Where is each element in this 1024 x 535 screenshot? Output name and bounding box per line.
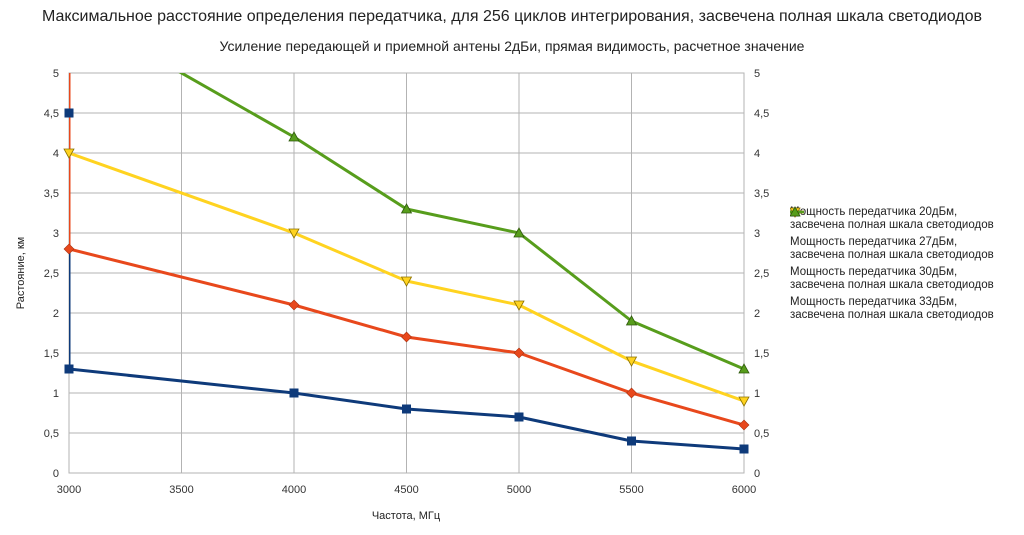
x-tick-label: 3000 <box>57 484 81 496</box>
y-tick-label-left: 2,5 <box>44 268 59 280</box>
legend-swatch-marker <box>790 206 801 217</box>
legend-item-4: Мощность передатчика 33дБм, засвечена по… <box>790 206 994 322</box>
legend-item-1: Мощность передатчика 20дБм, засвечена по… <box>790 206 994 232</box>
chart-legend: Мощность передатчика 20дБм, засвечена по… <box>790 206 994 326</box>
series-3-point <box>400 276 413 287</box>
legend-label-2: Мощность передатчика 27дБм, засвечена по… <box>790 236 994 261</box>
y-tick-label-right: 3 <box>754 228 760 240</box>
y-tick-label-left: 3,5 <box>44 188 59 200</box>
series-2-point <box>63 243 75 255</box>
x-tick-label: 4500 <box>394 484 418 496</box>
series-1-point <box>627 436 636 446</box>
y-tick-label-right: 2,5 <box>754 268 769 280</box>
series-1-point <box>514 412 524 422</box>
y-tick-label-left: 1 <box>53 388 59 400</box>
y-tick-label-left: 3 <box>53 228 59 240</box>
y-tick-label-right: 0 <box>754 468 760 480</box>
series-2-point <box>626 387 637 399</box>
series-2-point <box>288 299 300 311</box>
y-tick-label-right: 3,5 <box>754 188 769 200</box>
y-tick-label-left: 4,5 <box>44 108 59 120</box>
series-3-point <box>738 396 750 407</box>
x-tick-label: 5000 <box>507 484 531 496</box>
series-1-point <box>402 404 411 414</box>
series-1-point <box>739 444 749 454</box>
y-tick-label-right: 4 <box>754 148 760 160</box>
y-tick-label-left: 1,5 <box>44 348 59 360</box>
series-2-point <box>738 419 750 431</box>
series-3-point <box>63 148 75 159</box>
series-3-line <box>69 151 744 403</box>
y-tick-label-right: 0,5 <box>754 428 769 440</box>
y-axis-label: Растояние, км <box>15 237 27 309</box>
y-tick-label-right: 4,5 <box>754 108 769 120</box>
series-2-point <box>401 331 412 343</box>
legend-label-4: Мощность передатчика 33дБм, засвечена по… <box>790 296 994 321</box>
series-4-point <box>625 315 638 326</box>
x-tick-label: 3500 <box>169 484 193 496</box>
y-tick-label-right: 5 <box>754 68 760 80</box>
series-1-point <box>289 388 299 398</box>
legend-label-1: Мощность передатчика 20дБм, засвечена по… <box>790 206 994 231</box>
series-1-point <box>64 108 74 118</box>
series-4-point <box>288 131 300 142</box>
series-3-point <box>288 228 300 239</box>
legend-item-3: Мощность передатчика 30дБм, засвечена по… <box>790 207 994 292</box>
series-4-point <box>400 203 413 214</box>
x-tick-label: 4000 <box>282 484 306 496</box>
series-4-line <box>178 73 744 371</box>
x-tick-label: 6000 <box>732 484 756 496</box>
legend-swatch-4 <box>790 206 804 217</box>
chart-title: Максимальное расстояние определения пере… <box>41 8 983 25</box>
chart-subtitle: Усиление передающей и приемной антены 2д… <box>219 38 805 54</box>
y-tick-label-left: 0 <box>53 468 59 480</box>
y-tick-label-right: 1,5 <box>754 348 769 360</box>
series-1-point <box>64 364 74 374</box>
legend-label-3: Мощность передатчика 30дБм, засвечена по… <box>790 266 994 291</box>
y-tick-label-left: 0,5 <box>44 428 59 440</box>
legend-item-2: Мощность передатчика 27дБм, засвечена по… <box>790 206 994 262</box>
y-tick-label-left: 5 <box>53 68 59 80</box>
series-4-point <box>738 363 750 374</box>
axes: 0 0 0,5 0,5 1 1 1,5 1,5 2 2 2,5 2,5 3 3 3,5 3,5 4 4 4,5 4,5… <box>44 68 770 496</box>
series-markers <box>63 108 750 454</box>
x-tick-label: 5500 <box>619 484 643 496</box>
series-4-point <box>513 227 525 238</box>
y-tick-label-right: 2 <box>754 308 760 320</box>
y-tick-label-left: 2 <box>53 308 59 320</box>
y-tick-label-right: 1 <box>754 388 760 400</box>
y-tick-label-left: 4 <box>53 148 59 160</box>
series-3-point <box>625 356 638 367</box>
x-axis-label: Частота, МГц <box>372 510 441 522</box>
series-2-point <box>513 347 525 359</box>
series-3-point <box>513 300 525 311</box>
